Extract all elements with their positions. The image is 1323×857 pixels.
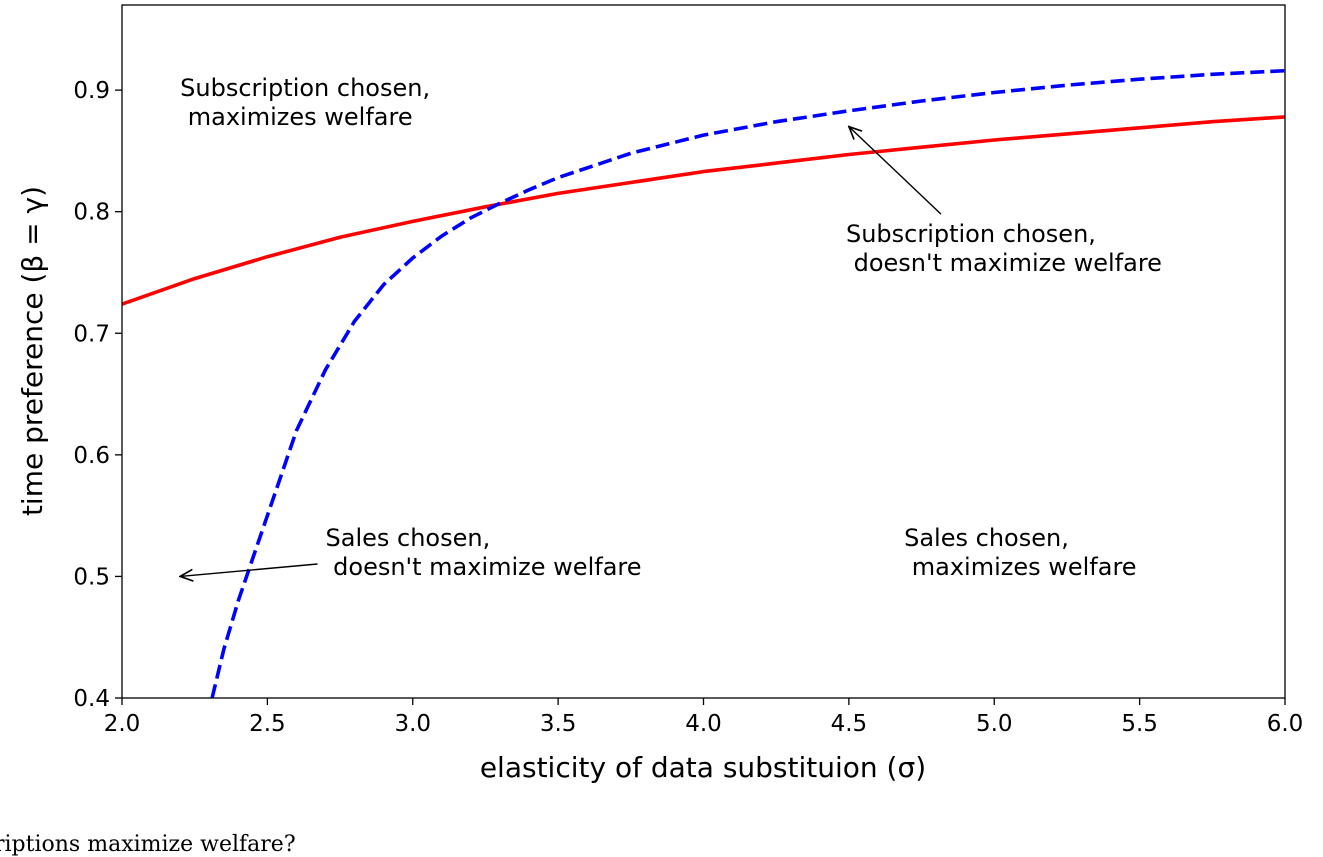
annotation-line: doesn't maximize welfare (326, 553, 642, 581)
annotation: Subscription chosen, maximizes welfare (180, 74, 430, 131)
annotation-line: Subscription chosen, (180, 74, 430, 102)
x-tick-label: 6.0 (1267, 711, 1304, 737)
annotation-text: Subscription chosen, maximizes welfare (180, 74, 430, 131)
x-tick-label: 4.0 (685, 711, 722, 737)
annotation-line: doesn't maximize welfare (846, 249, 1162, 277)
annotation-line: maximizes welfare (904, 553, 1136, 581)
y-tick-label: 0.4 (73, 686, 110, 712)
x-tick-label: 5.5 (1121, 711, 1158, 737)
annotation-arrow (180, 563, 318, 576)
annotation: Sales chosen, maximizes welfare (904, 524, 1136, 581)
y-tick-label: 0.5 (73, 564, 110, 590)
x-tick-label: 2.5 (249, 711, 286, 737)
annotation-text: Sales chosen, maximizes welfare (904, 524, 1136, 581)
annotation-line: Sales chosen, (904, 524, 1069, 552)
series-line-solid (122, 115, 1285, 306)
x-axis: 2.0 2.5 3.0 3.5 4.0 4.5 5.0 5.5 6.0 (104, 698, 1304, 737)
annotation-text: Sales chosen, doesn't maximize welfare (326, 524, 642, 581)
y-tick-label: 0.9 (73, 78, 110, 104)
annotation-line: maximizes welfare (180, 103, 412, 131)
annotation-text: Subscription chosen, doesn't maximize we… (846, 220, 1162, 277)
x-axis-label: elasticity of data substituion (σ) (480, 751, 926, 784)
annotation-line: Subscription chosen, (846, 220, 1096, 248)
series-line-dashed (210, 68, 1285, 698)
x-tick-label: 3.5 (540, 711, 577, 737)
annotation-layer: Subscription chosen, maximizes welfareSu… (180, 74, 1162, 581)
y-tick-label: 0.6 (73, 443, 110, 469)
footer-text: riptions maximize welfare? (0, 832, 296, 857)
y-tick-label: 0.7 (73, 321, 110, 347)
x-tick-label: 5.0 (976, 711, 1013, 737)
annotation: Sales chosen, doesn't maximize welfare (180, 524, 642, 581)
annotation-line: Sales chosen, (326, 524, 491, 552)
annotation: Subscription chosen, doesn't maximize we… (846, 127, 1162, 277)
series-layer (122, 68, 1285, 698)
x-tick-label: 3.0 (394, 711, 431, 737)
x-tick-label: 2.0 (104, 711, 141, 737)
y-axis: 0.4 0.5 0.6 0.7 0.8 0.9 (73, 78, 122, 712)
annotation-arrow (849, 127, 942, 215)
y-tick-label: 0.8 (73, 200, 110, 226)
y-axis-label: time preference (β = γ) (16, 186, 49, 516)
x-tick-label: 4.5 (831, 711, 868, 737)
